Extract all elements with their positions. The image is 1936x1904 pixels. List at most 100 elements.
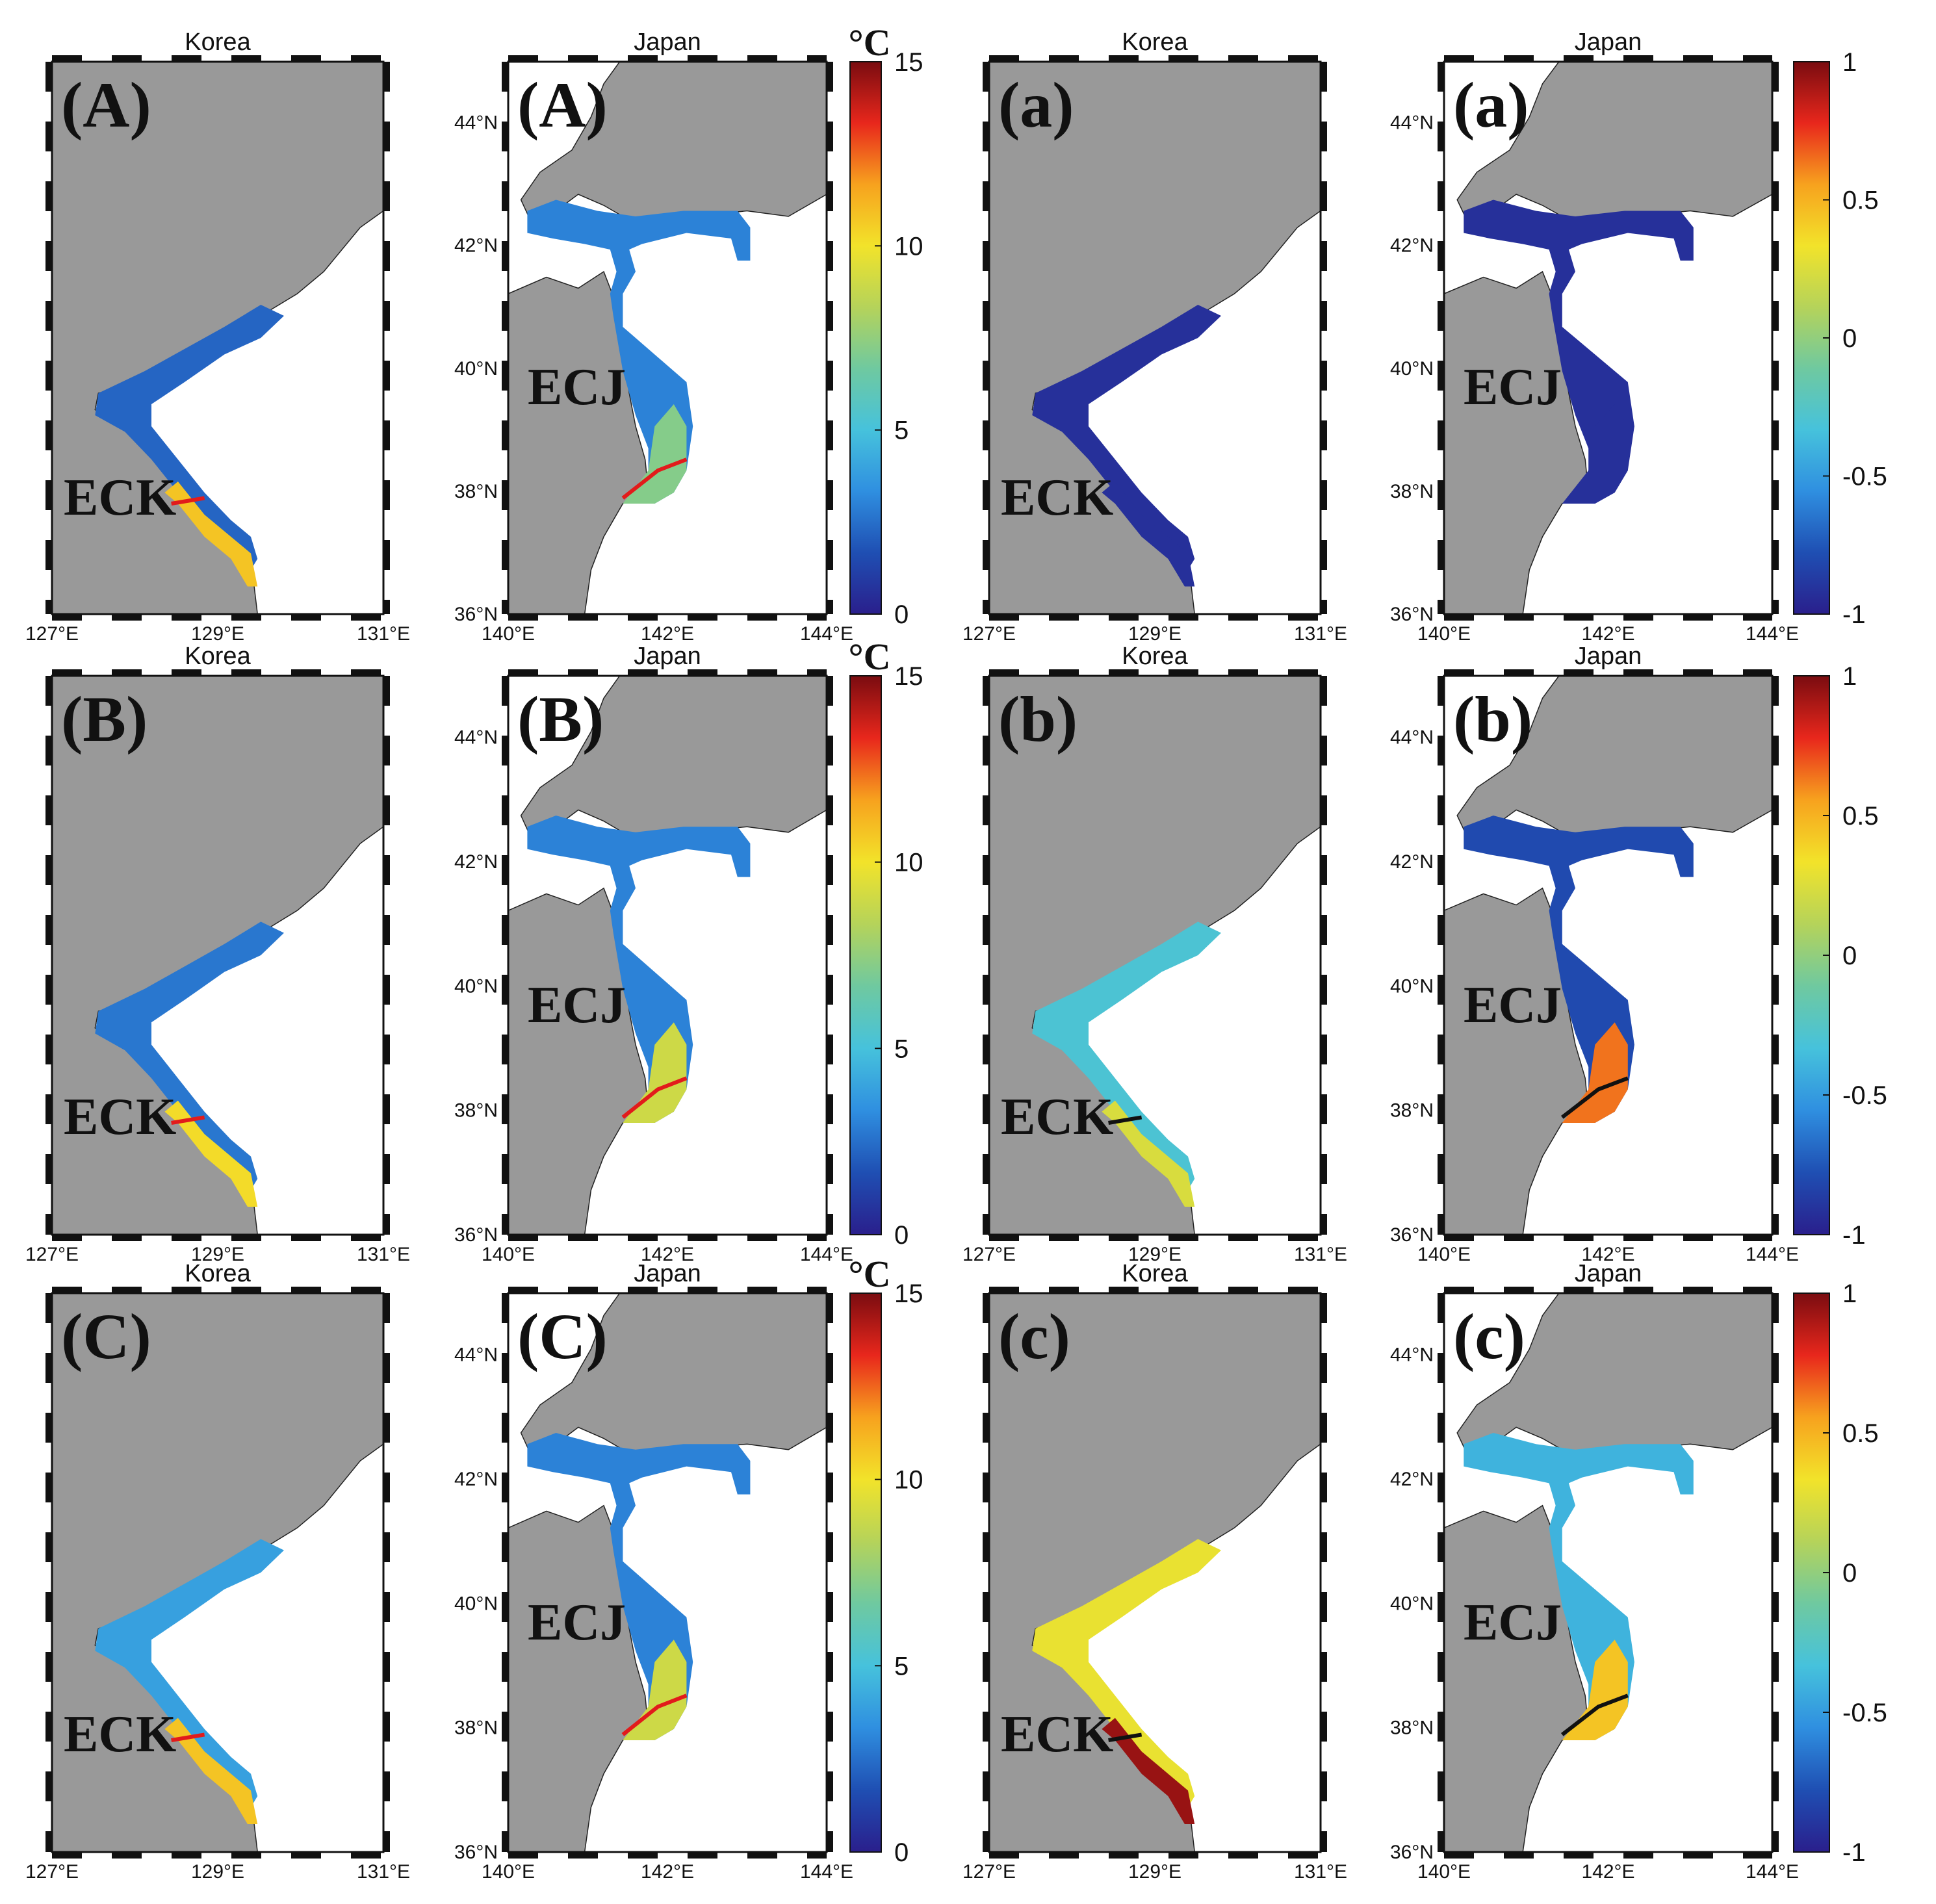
x-tick-label: 142°E	[1581, 623, 1634, 645]
region-label-ecj: ECJ	[1464, 1594, 1562, 1651]
y-tick-label: 44°N	[454, 112, 498, 134]
colorbar-tick-label: -1	[1842, 1221, 1866, 1250]
honshu-land	[508, 270, 649, 615]
panel-label: (A)	[517, 69, 608, 141]
x-tick-label: 144°E	[800, 623, 853, 645]
colorbar-tick-label: 10	[894, 1466, 923, 1495]
colorbar-unit: °C	[848, 636, 890, 678]
panel-label: (C)	[517, 1300, 608, 1372]
contour-line	[1108, 1115, 1142, 1125]
colorbar-correlation: 1 0.5 0 -0.5 -1	[1793, 48, 1887, 629]
map-panel: ECK (C) Korea 127°E 129°E 131°E	[25, 1260, 410, 1883]
coastal-field-south	[164, 482, 258, 587]
colorbar-tick-label: 1	[1842, 662, 1857, 691]
honshu-land	[508, 1504, 649, 1853]
map-panel: ECJ (A) Japan 140°E 142°E 144°E 44°N 42°N 40°N 38…	[454, 29, 853, 645]
x-tick-label: 144°E	[800, 1244, 853, 1265]
coastal-field-south	[1562, 1640, 1628, 1740]
region-label-eck: ECK	[1001, 469, 1113, 526]
panel-label: (c)	[998, 1300, 1070, 1372]
hokkaido-land	[520, 61, 827, 229]
x-tick-label: 140°E	[482, 1861, 535, 1883]
panel-title: Japan	[634, 643, 701, 670]
colorbar-tick-label: 0	[894, 1221, 909, 1250]
y-tick-label: 42°N	[1390, 235, 1434, 257]
y-tick-label: 42°N	[454, 235, 498, 257]
colorbar-tick-label: 0.5	[1842, 1419, 1879, 1448]
panel-label: (B)	[61, 683, 148, 755]
panel-label: (a)	[1453, 69, 1529, 141]
y-tick-label: 40°N	[1390, 358, 1434, 380]
coastal-field	[1032, 921, 1221, 1190]
honshu-land	[508, 887, 649, 1235]
panel-title: Japan	[1575, 29, 1642, 56]
region-label-eck: ECK	[64, 1088, 176, 1146]
panel-title: Japan	[634, 1260, 701, 1287]
y-tick-label: 40°N	[454, 975, 498, 997]
contour-line	[621, 457, 688, 500]
colorbar-tick-label: 0	[894, 1838, 909, 1867]
contour-line	[621, 1076, 688, 1119]
y-tick-label: 44°N	[1390, 112, 1434, 134]
colorbar-tick-label: 0	[894, 600, 909, 629]
y-tick-label: 36°N	[1390, 1224, 1434, 1246]
hokkaido-land	[1456, 675, 1773, 845]
panel-title: Korea	[1122, 29, 1188, 56]
y-tick-label: 38°N	[1390, 1100, 1434, 1122]
map-panel: ECJ (a) Japan 140°E 142°E 144°E 44°N 42°N 40°N 38…	[1390, 29, 1799, 645]
coastal-field-south	[164, 1717, 258, 1824]
x-tick-label: 144°E	[1746, 1244, 1799, 1265]
map-frame	[507, 1292, 828, 1853]
colorbar-tick-label: -1	[1842, 600, 1866, 629]
panel-label: (c)	[1453, 1300, 1525, 1372]
y-tick-label: 44°N	[1390, 727, 1434, 749]
map-panel: ECJ (c) Japan 140°E 142°E 144°E 44°N 42°N 40°N 38…	[1390, 1260, 1799, 1883]
colorbar-tick-label: 0	[1842, 942, 1857, 970]
panel-title: Japan	[634, 29, 701, 56]
region-label-ecj: ECJ	[528, 1594, 626, 1651]
x-tick-label: 131°E	[357, 1861, 410, 1883]
x-tick-label: 144°E	[800, 1861, 853, 1883]
coastal-field-south	[1102, 482, 1195, 587]
colorbar-gradient	[849, 61, 882, 615]
x-tick-label: 140°E	[1417, 1861, 1471, 1883]
hokkaido-land	[1456, 61, 1773, 229]
coastal-field-south	[623, 1640, 687, 1740]
coastal-field-south	[164, 1100, 258, 1207]
panel-title: Korea	[185, 643, 251, 670]
colorbar-tick-label: -0.5	[1842, 1699, 1887, 1727]
colorbar-tick-label: -0.5	[1842, 463, 1887, 491]
coastal-field	[95, 305, 285, 570]
coastal-field-south	[1562, 404, 1628, 504]
coastal-field	[1032, 1539, 1221, 1808]
y-tick-label: 36°N	[1390, 1842, 1434, 1863]
hokkaido-land	[520, 1293, 827, 1462]
honshu-land	[1443, 1504, 1589, 1853]
panel-title: Korea	[1122, 1260, 1188, 1287]
x-tick-label: 127°E	[962, 1861, 1016, 1883]
y-tick-label: 40°N	[1390, 1593, 1434, 1614]
y-tick-label: 42°N	[454, 851, 498, 873]
colorbar-tick-label: 0.5	[1842, 187, 1879, 215]
colorbar-correlation: 1 0.5 0 -0.5 -1	[1793, 662, 1887, 1250]
x-tick-label: 129°E	[1128, 1244, 1181, 1265]
x-tick-label: 131°E	[1294, 1861, 1347, 1883]
map-panel: ECK (a) Korea 127°E 129°E 131°E	[962, 29, 1347, 645]
region-label-eck: ECK	[1001, 1706, 1113, 1763]
coastal-field	[1032, 305, 1221, 570]
y-tick-label: 44°N	[454, 1344, 498, 1366]
coastal-field	[95, 1539, 285, 1808]
coastal-field-south	[1102, 1717, 1195, 1824]
map-panel: ECK (c) Korea 127°E 129°E 131°E	[962, 1260, 1347, 1883]
contour-line	[171, 1732, 205, 1742]
map-panel: ECK (A) Korea 127°E 129°E 131°E	[25, 29, 410, 645]
contour-line	[1560, 1076, 1629, 1119]
colorbar-tick-label: 15	[894, 662, 923, 691]
colorbar-temperature: 15 10 5 0 °C	[848, 636, 923, 1250]
x-tick-label: 144°E	[1746, 623, 1799, 645]
map-frame	[507, 60, 828, 615]
hokkaido-land	[520, 675, 827, 845]
map-frame	[1443, 675, 1774, 1236]
coastal-field-south	[1562, 1022, 1628, 1123]
